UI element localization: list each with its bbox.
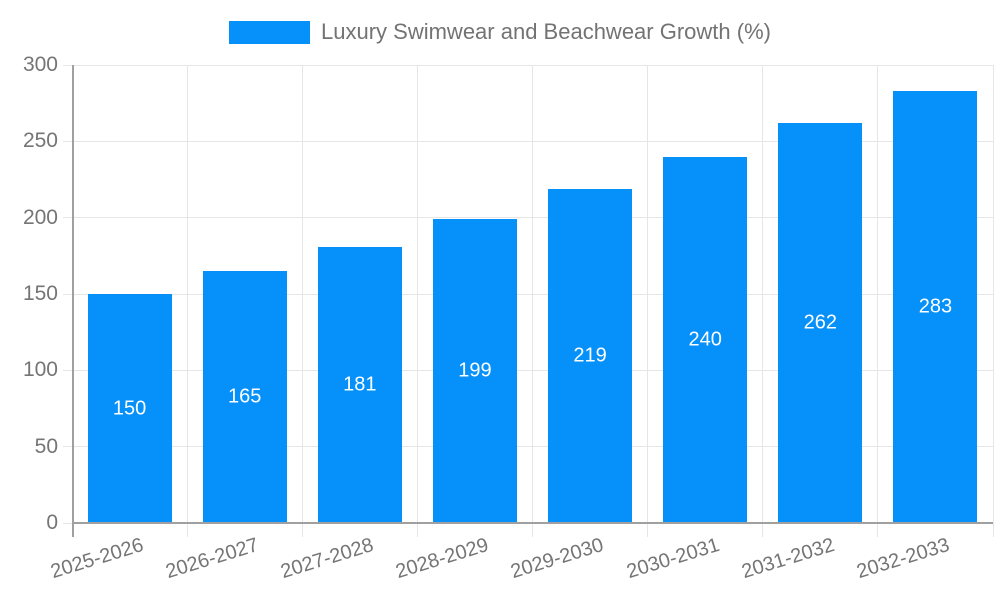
- bar-value-label: 283: [918, 295, 953, 318]
- y-axis-tick: [63, 64, 72, 66]
- y-tick-label: 200: [22, 205, 58, 229]
- x-tick-label: 2029-2030: [508, 534, 607, 584]
- bar-2030-2031: 240: [663, 156, 748, 523]
- bar-2026-2027: 165: [202, 271, 287, 523]
- x-axis-line: [72, 522, 993, 524]
- bar-value-label: 165: [228, 385, 262, 408]
- bar-2032-2033: 283: [893, 90, 978, 523]
- x-gridline: [301, 65, 303, 537]
- bar-value-label: 219: [573, 344, 607, 367]
- y-axis-tick: [63, 140, 72, 142]
- y-tick-label: 0: [46, 511, 58, 534]
- y-tick-label: 50: [34, 434, 58, 458]
- x-gridline: [186, 65, 188, 537]
- bar-2028-2029: 199: [432, 219, 517, 523]
- x-gridline: [532, 65, 533, 537]
- x-tick-label: 2026-2027: [163, 534, 262, 584]
- y-tick-label: 300: [22, 53, 58, 76]
- y-axis-tick: [63, 369, 72, 371]
- bar-value-label: 262: [803, 311, 837, 334]
- bar-value-label: 150: [112, 397, 147, 419]
- x-tick-label: 2032-2033: [853, 534, 952, 584]
- plot-area: 0 50 100 150 200 250 300 150 2025-2026 165 2026-20…: [23, 53, 994, 583]
- y-tick-label: 250: [22, 129, 58, 153]
- x-gridline: [992, 65, 994, 537]
- x-tick-label: 2027-2028: [278, 534, 377, 584]
- bar-2029-2030: 219: [548, 188, 633, 523]
- x-tick-label: 2030-2031: [623, 534, 722, 584]
- y-tick-label: 100: [22, 358, 58, 382]
- y-axis-tick: [63, 446, 72, 448]
- y-axis-line: [72, 65, 74, 537]
- x-gridline: [647, 65, 649, 537]
- bar-2027-2028: 181: [317, 246, 402, 523]
- legend-item[interactable]: Luxury Swimwear and Beachwear Growth (%): [229, 19, 771, 44]
- chart-legend: Luxury Swimwear and Beachwear Growth (%): [0, 19, 1000, 44]
- bar-value-label: 240: [688, 328, 722, 351]
- chart-title: Luxury Swimwear and Beachwear Growth (%): [321, 19, 771, 44]
- x-gridline: [762, 65, 764, 537]
- y-axis-tick: [63, 293, 72, 295]
- bar-2025-2026: 150: [87, 294, 172, 523]
- bar-value-label: 199: [458, 359, 492, 382]
- y-axis-tick: [63, 522, 72, 524]
- y-axis-tick: [63, 217, 72, 219]
- y-tick-label: 150: [22, 282, 58, 305]
- bar-value-label: 181: [343, 373, 377, 396]
- x-tick-label: 2028-2029: [393, 534, 492, 584]
- x-tick-label: 2025-2026: [48, 534, 146, 584]
- x-gridline: [877, 65, 879, 537]
- x-gridline: [416, 65, 418, 537]
- x-tick-label: 2031-2032: [738, 534, 837, 584]
- legend-swatch-icon: [229, 20, 311, 44]
- bar-2031-2032: 262: [778, 123, 863, 523]
